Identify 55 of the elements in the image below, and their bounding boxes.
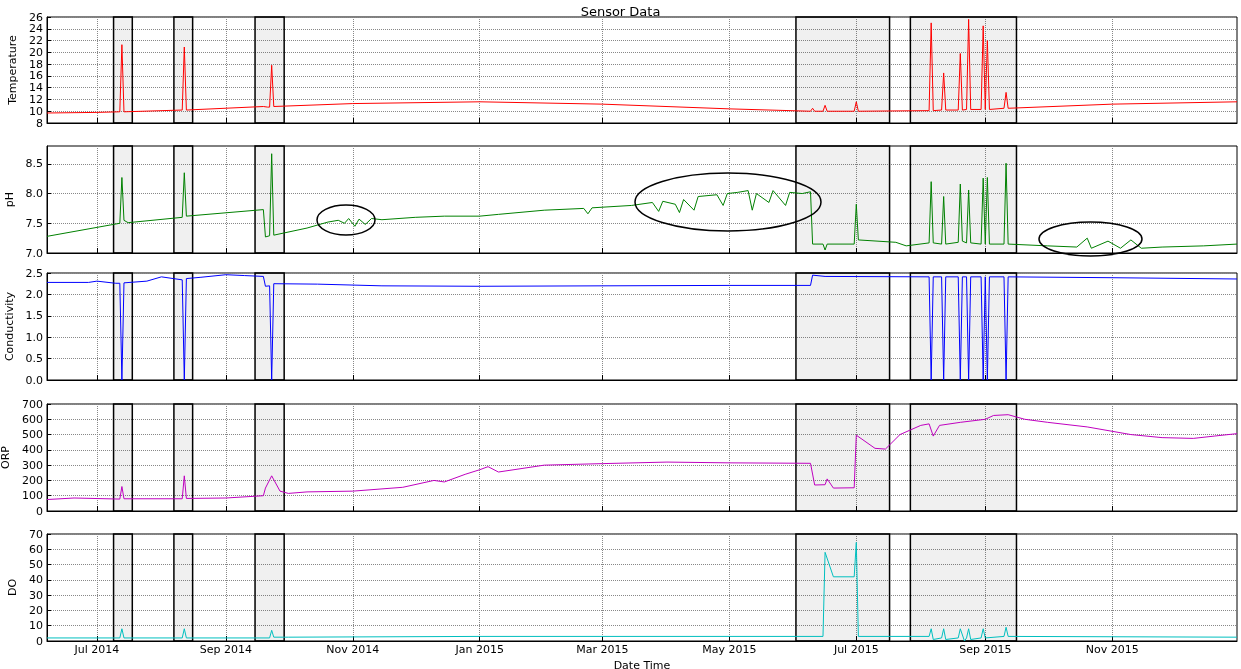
y-tick-label: 600 (22, 412, 43, 426)
y-tick-label: 10 (29, 619, 43, 633)
x-tick-label: Sep 2014 (199, 643, 253, 656)
y-tick-label: 8 (36, 116, 43, 130)
y-axis-title: pH (2, 191, 16, 208)
y-tick-label: 0 (36, 504, 43, 518)
y-tick-label: 8.5 (25, 157, 43, 171)
x-tick-label: Jul 2015 (832, 643, 879, 656)
x-tick-label: Nov 2015 (1085, 643, 1139, 656)
y-tick-label: 8.0 (25, 187, 43, 201)
y-tick-label: 40 (29, 573, 43, 587)
x-tick-label: May 2015 (702, 643, 757, 656)
x-tick-label: Jan 2015 (454, 643, 504, 656)
y-tick-label: 1.0 (25, 330, 43, 344)
y-axis-title: DO (6, 578, 20, 597)
y-tick-label: 14 (29, 81, 43, 95)
y-tick-label: 0 (36, 634, 43, 648)
line-series (46, 414, 1238, 501)
y-tick-label: 0.5 (25, 352, 43, 366)
y-tick-label: 700 (22, 397, 43, 411)
y-tick-label: 200 (22, 473, 43, 487)
y-tick-label: 0.0 (25, 373, 43, 387)
y-tick-label: 22 (29, 34, 43, 48)
y-tick-label: 7.5 (25, 216, 43, 230)
y-tick-label: 12 (29, 92, 43, 106)
y-axis-title: Conductivity (2, 291, 16, 362)
y-tick-label: 2.0 (25, 287, 43, 301)
y-tick-label: 70 (29, 527, 43, 541)
y-tick-label: 50 (29, 558, 43, 572)
y-tick-label: 2.5 (25, 266, 43, 280)
y-tick-label: 30 (29, 588, 43, 602)
y-tick-label: 16 (29, 69, 43, 83)
y-tick-label: 1.5 (25, 309, 43, 323)
x-tick-label: Sep 2015 (959, 643, 1012, 656)
x-axis-title: Date Time (613, 659, 671, 669)
y-tick-label: 10 (29, 104, 43, 118)
y-tick-label: 18 (29, 57, 43, 71)
y-tick-label: 100 (22, 489, 43, 503)
y-axis-title: Temperature (6, 34, 20, 106)
line-series (46, 274, 1238, 381)
y-tick-label: 20 (29, 45, 43, 59)
x-tick-label: Mar 2015 (576, 643, 629, 656)
y-tick-label: 300 (22, 458, 43, 472)
line-series (46, 18, 1238, 114)
y-tick-label: 500 (22, 428, 43, 442)
y-tick-label: 7.0 (25, 246, 43, 260)
y-tick-label: 20 (29, 603, 43, 617)
x-tick-label: Jul 2014 (73, 643, 120, 656)
y-tick-label: 24 (29, 22, 43, 36)
y-tick-label: 400 (22, 443, 43, 457)
chart-title: Sensor Data (580, 4, 661, 19)
y-tick-label: 60 (29, 542, 43, 556)
y-axis-title: ORP (0, 445, 13, 469)
x-tick-label: Nov 2014 (326, 643, 380, 656)
y-tick-label: 26 (29, 10, 43, 24)
